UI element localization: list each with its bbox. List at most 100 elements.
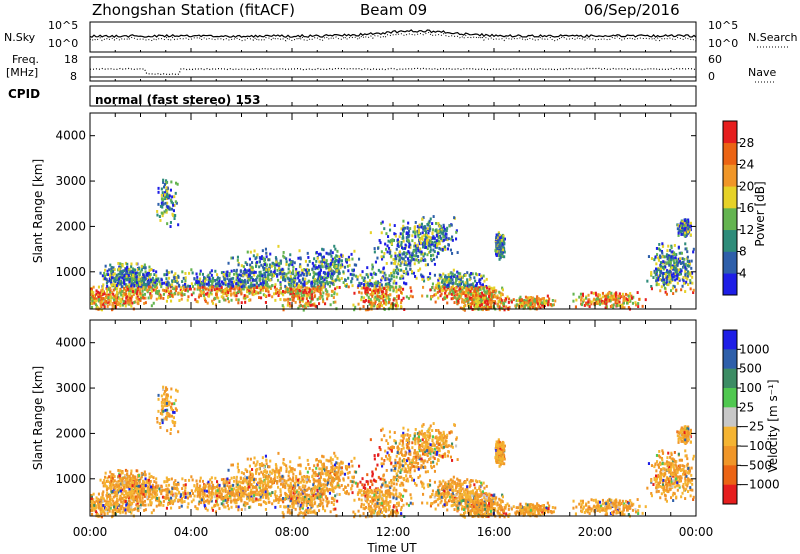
power-cell bbox=[140, 268, 143, 272]
power-cell bbox=[403, 270, 406, 273]
power-cell bbox=[169, 285, 172, 289]
power-cell bbox=[455, 230, 458, 234]
power-cell bbox=[119, 291, 122, 295]
velocity-cell bbox=[100, 507, 103, 511]
power-cell bbox=[385, 302, 388, 306]
power-cell bbox=[373, 247, 376, 250]
power-cell bbox=[430, 257, 433, 261]
power-cell bbox=[537, 304, 540, 308]
velocity-cell bbox=[105, 507, 108, 510]
power-cell bbox=[420, 236, 423, 240]
power-cell bbox=[107, 287, 110, 291]
power-cell bbox=[262, 293, 265, 297]
power-cell bbox=[303, 304, 306, 308]
power-cell bbox=[650, 285, 653, 288]
power-cell bbox=[657, 283, 660, 286]
power-cell bbox=[313, 290, 316, 294]
power-cell bbox=[689, 279, 692, 282]
power-cell bbox=[273, 285, 276, 289]
power-cell bbox=[520, 304, 523, 308]
power-cell bbox=[590, 302, 593, 306]
power-cell bbox=[143, 288, 146, 291]
power-cell bbox=[166, 197, 169, 200]
velocity-cell bbox=[96, 497, 99, 501]
power-cell bbox=[163, 289, 166, 293]
power-cell bbox=[154, 288, 157, 292]
power-cell bbox=[607, 299, 610, 303]
power-cell bbox=[329, 267, 332, 271]
power-cell bbox=[688, 230, 691, 234]
power-cell bbox=[529, 301, 532, 305]
power-cell bbox=[397, 262, 400, 266]
power-cell bbox=[121, 274, 124, 278]
power-cell bbox=[426, 247, 429, 251]
power-cell bbox=[444, 237, 447, 241]
power-cell bbox=[446, 238, 449, 242]
power-cell bbox=[317, 274, 320, 278]
power-cell bbox=[324, 282, 327, 285]
power-cell bbox=[128, 283, 131, 287]
power-cell bbox=[285, 260, 288, 264]
power-cell bbox=[112, 266, 115, 270]
power-cell bbox=[503, 299, 506, 302]
power-cell bbox=[433, 250, 436, 253]
power-cell bbox=[194, 298, 197, 302]
power-cell bbox=[673, 285, 676, 289]
power-cell bbox=[148, 269, 151, 272]
power-cell bbox=[654, 273, 657, 277]
power-cell bbox=[247, 273, 250, 277]
power-cell bbox=[533, 303, 536, 306]
power-cell bbox=[387, 295, 390, 299]
power-cell bbox=[442, 223, 445, 227]
power-cell bbox=[420, 257, 423, 261]
power-cell bbox=[476, 303, 479, 307]
power-cell bbox=[274, 283, 277, 287]
power-cell bbox=[408, 251, 411, 255]
power-cell bbox=[160, 278, 163, 282]
power-cell bbox=[316, 279, 319, 282]
power-cell bbox=[420, 273, 423, 277]
power-cell bbox=[687, 259, 690, 263]
power-cell bbox=[399, 276, 402, 280]
power-cell bbox=[265, 277, 268, 281]
power-cell bbox=[386, 277, 389, 281]
power-cell bbox=[445, 285, 448, 289]
power-cell bbox=[432, 244, 435, 248]
power-cell bbox=[659, 248, 662, 252]
power-cell bbox=[448, 275, 451, 279]
power-cell bbox=[655, 247, 658, 250]
power-cell bbox=[323, 272, 326, 276]
power-cell bbox=[165, 277, 168, 281]
power-cell bbox=[449, 248, 452, 252]
power-cell bbox=[620, 303, 623, 307]
y-tick-label: 1000 bbox=[55, 265, 86, 279]
power-cell bbox=[481, 296, 484, 300]
power-cell bbox=[680, 269, 683, 273]
power-cell bbox=[240, 274, 243, 278]
power-cell bbox=[260, 296, 263, 300]
velocity-cell bbox=[123, 495, 126, 499]
power-cell bbox=[155, 297, 158, 301]
power-cell bbox=[115, 302, 118, 306]
power-cell bbox=[362, 279, 365, 282]
power-cell bbox=[327, 252, 330, 256]
power-cell bbox=[388, 300, 391, 304]
power-cell bbox=[439, 274, 442, 277]
power-cell bbox=[340, 277, 343, 280]
power-cell bbox=[529, 299, 532, 302]
power-cell bbox=[195, 272, 198, 276]
power-cell bbox=[304, 268, 307, 272]
power-cell bbox=[501, 293, 504, 297]
power-cell bbox=[581, 294, 584, 298]
power-cell bbox=[597, 293, 600, 297]
power-cell bbox=[442, 246, 445, 250]
power-cell bbox=[133, 275, 136, 279]
power-cell bbox=[97, 293, 100, 297]
power-cell bbox=[675, 253, 678, 256]
power-cell bbox=[108, 298, 111, 302]
power-cell bbox=[208, 277, 211, 281]
power-cell bbox=[149, 293, 152, 297]
power-cell bbox=[630, 294, 633, 298]
power-cell bbox=[190, 293, 193, 297]
power-cell bbox=[360, 291, 363, 295]
